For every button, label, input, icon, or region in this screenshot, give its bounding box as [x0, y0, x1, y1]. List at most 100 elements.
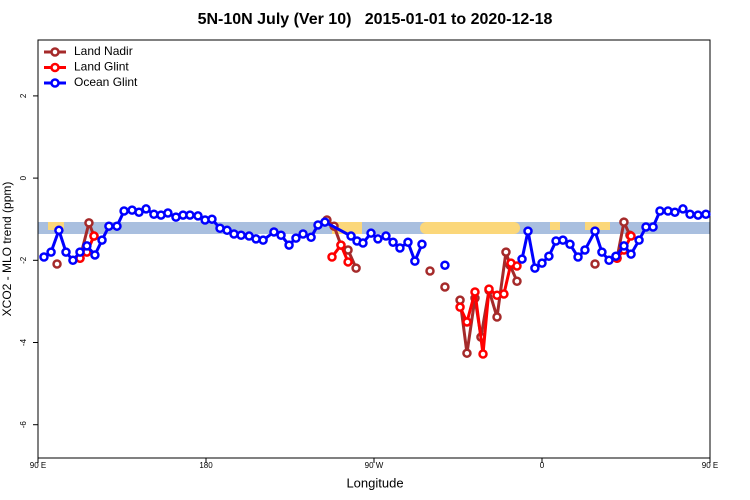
ocean-band: [38, 222, 710, 234]
data-point: [462, 348, 472, 358]
data-point: [580, 245, 590, 255]
data-point: [351, 263, 361, 273]
x-tick-label: 90 E: [702, 461, 718, 470]
data-point: [185, 210, 195, 220]
data-point: [61, 247, 71, 257]
data-point: [306, 232, 316, 243]
legend-marker: [50, 47, 60, 57]
data-point: [523, 226, 533, 236]
data-point: [403, 237, 413, 247]
data-point: [492, 312, 502, 322]
x-tick-label: 0: [540, 461, 545, 470]
data-point: [512, 276, 522, 287]
data-point: [685, 209, 695, 220]
data-point: [46, 247, 56, 257]
legend-label: Land Nadir: [74, 44, 133, 58]
data-point: [626, 231, 636, 241]
data-point: [119, 206, 129, 216]
data-point: [320, 217, 330, 227]
data-point: [440, 282, 450, 292]
data-point: [112, 221, 122, 231]
data-point: [678, 204, 688, 214]
data-point: [269, 227, 279, 237]
data-point: [236, 230, 246, 240]
land-patch: [420, 222, 520, 234]
data-point: [537, 258, 547, 268]
data-point: [358, 238, 368, 248]
legend-label: Land Glint: [74, 60, 129, 74]
data-point: [417, 239, 427, 250]
data-point: [134, 207, 144, 217]
data-point: [590, 259, 600, 269]
data-point: [499, 289, 509, 299]
data-point: [597, 247, 607, 257]
data-point: [470, 287, 480, 297]
data-point: [97, 235, 107, 245]
data-point: [701, 209, 711, 220]
data-point: [90, 250, 100, 260]
data-point: [276, 230, 286, 240]
data-point: [75, 247, 85, 257]
data-point: [634, 235, 644, 245]
data-point: [89, 231, 99, 241]
data-point: [54, 225, 64, 236]
data-point: [284, 240, 294, 250]
surface-mask: [38, 222, 710, 234]
data-point: [251, 234, 261, 244]
data-point: [84, 218, 94, 228]
data-point: [366, 228, 376, 238]
data-point: [207, 214, 217, 224]
data-point: [517, 254, 527, 264]
data-point: [565, 239, 575, 250]
y-axis-label: XCO2 - MLO trend (ppm): [0, 182, 14, 317]
x-tick-label: 90 E: [30, 461, 46, 470]
data-point: [626, 249, 636, 259]
data-point: [590, 226, 600, 236]
data-point: [298, 229, 308, 239]
data-point: [291, 233, 301, 243]
data-point: [501, 247, 511, 257]
data-point: [425, 266, 435, 276]
data-point: [530, 263, 540, 273]
data-point: [343, 257, 353, 267]
y-tick-label: -4: [19, 338, 28, 346]
legend-marker: [50, 78, 60, 88]
x-axis-label: Longitude: [346, 475, 403, 490]
x-tick-label: 90 W: [365, 461, 384, 470]
y-tick-label: -6: [19, 421, 28, 429]
data-point: [648, 222, 658, 232]
data-point: [512, 261, 522, 271]
data-point: [573, 252, 583, 262]
data-point: [381, 231, 391, 241]
data-point: [373, 234, 383, 244]
chart-title: 5N-10N July (Ver 10) 2015-01-01 to 2020-…: [198, 11, 553, 28]
data-point: [484, 284, 494, 294]
data-point: [410, 256, 420, 266]
y-tick-label: -2: [19, 256, 28, 264]
data-point: [82, 241, 92, 251]
x-tick-label: 180: [199, 461, 213, 470]
data-point: [440, 260, 450, 270]
data-point: [104, 221, 114, 231]
data-point: [193, 211, 203, 221]
data-point: [222, 225, 232, 236]
land-patch: [550, 222, 560, 230]
legend-label: Ocean Glint: [74, 75, 138, 89]
y-tick-label: 2: [19, 93, 28, 98]
data-point: [558, 235, 568, 245]
data-point: [258, 235, 268, 245]
data-point: [693, 210, 703, 220]
data-point: [395, 243, 405, 253]
legend-marker: [50, 62, 60, 73]
data-point: [68, 255, 78, 266]
data-point: [336, 240, 346, 250]
data-point: [39, 252, 49, 262]
data-point: [544, 251, 554, 261]
data-point: [163, 208, 173, 218]
data-point: [619, 241, 629, 251]
data-point: [229, 229, 239, 239]
data-point: [52, 259, 62, 269]
data-point: [604, 255, 614, 266]
data-point: [141, 204, 151, 214]
